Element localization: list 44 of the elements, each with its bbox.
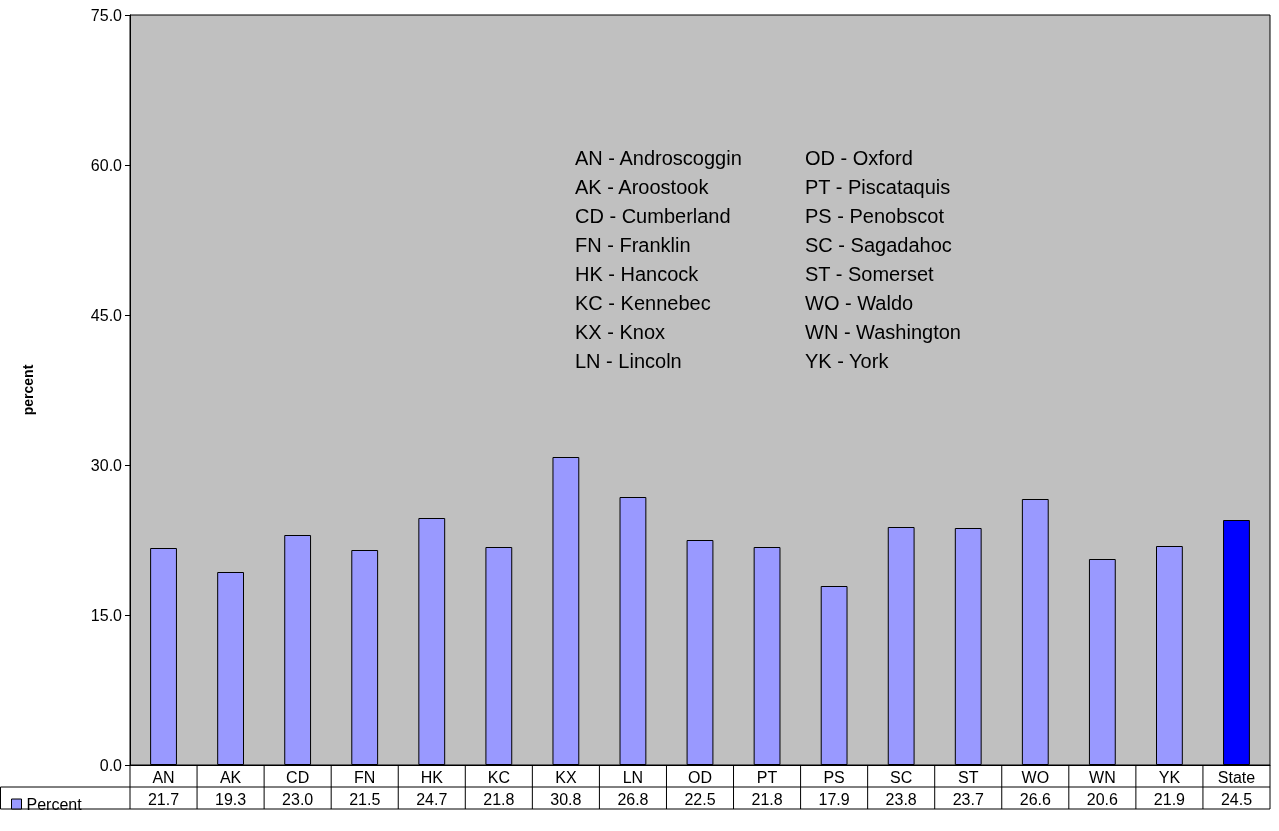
x-tick-label: AN [152, 768, 175, 786]
data-label: 20.6 [1086, 790, 1119, 808]
y-axis-title: percent [20, 364, 36, 416]
y-tick-label: 15.0 [90, 606, 123, 624]
y-tick-label: 30.0 [90, 456, 123, 474]
x-tick-label: State [1217, 768, 1256, 786]
data-label: 24.7 [416, 790, 448, 808]
x-tick-label: WO [1021, 768, 1050, 786]
x-tick-label: AK [219, 768, 242, 786]
x-tick-label: WN [1089, 768, 1116, 786]
x-tick-label: PS [823, 768, 845, 786]
data-label: 26.6 [1019, 790, 1051, 808]
data-label: 30.8 [550, 790, 582, 808]
y-tick-label: 0.0 [99, 756, 123, 774]
x-tick-label: HK [420, 768, 444, 786]
data-label: 22.5 [684, 790, 716, 808]
legend-label: Percent [26, 795, 83, 813]
x-tick-label: ST [958, 768, 979, 786]
x-tick-label: YK [1158, 768, 1181, 786]
x-tick-label: FN [354, 768, 376, 786]
data-label: 21.9 [1153, 790, 1186, 808]
y-tick-label: 60.0 [90, 156, 123, 174]
data-label: 17.9 [818, 790, 850, 808]
data-label: 21.7 [147, 790, 180, 808]
data-label: 21.5 [349, 790, 381, 808]
annotation: OD - Oxford PT - Piscataquis PS - Penobscot SC - Sagadahoc ST - Somerset WO - Waldo WN - Washington YK - York [805, 146, 961, 372]
y-tick-label: 45.0 [90, 306, 123, 324]
data-label: 24.5 [1220, 790, 1253, 808]
data-label: 23.7 [952, 790, 984, 808]
x-tick-label: LN [622, 768, 644, 786]
y-tick-label: 75.0 [90, 6, 123, 24]
data-label: 19.3 [215, 790, 247, 808]
x-tick-label: PT [756, 768, 778, 786]
data-label: 21.8 [751, 790, 783, 808]
x-tick-label: CD [286, 768, 310, 786]
x-tick-label: OD [688, 768, 712, 786]
data-label: 26.8 [617, 790, 649, 808]
x-tick-label: KX [555, 768, 577, 786]
annotation: AN - Androscoggin AK - Aroostook CD - Cumberland FN - Franklin HK - Hancock KC - Kennebec KX - Knox LN - Lincoln [575, 146, 742, 372]
x-tick-label: SC [890, 768, 913, 786]
data-label: 21.8 [483, 790, 515, 808]
data-label: 23.8 [885, 790, 917, 808]
x-tick-label: KC [487, 768, 510, 786]
data-label: 23.0 [282, 790, 314, 808]
